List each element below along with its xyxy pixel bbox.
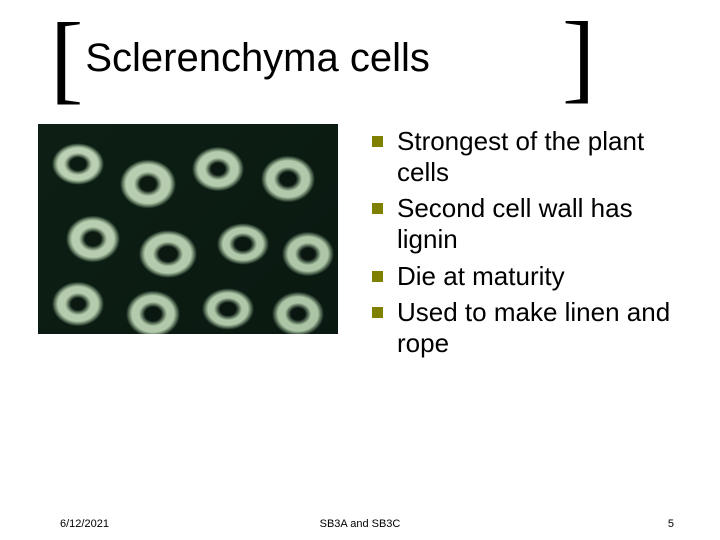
footer-page-number: 5 <box>668 518 674 530</box>
footer-center: SB3A and SB3C <box>320 518 401 530</box>
slide: [ Sclerenchyma cells ] Strongest of the … <box>0 0 720 540</box>
footer-date: 6/12/2021 <box>60 518 109 530</box>
bullet-text: Die at maturity <box>397 261 565 292</box>
microscopy-image <box>38 124 338 334</box>
list-item: Second cell wall has lignin <box>372 193 680 254</box>
list-item: Used to make linen and rope <box>372 297 680 358</box>
list-item: Die at maturity <box>372 261 680 292</box>
bracket-right-icon: ] <box>562 27 595 87</box>
square-bullet-icon <box>372 136 383 147</box>
square-bullet-icon <box>372 203 383 214</box>
bracket-left-icon: [ <box>50 28 83 88</box>
bullet-list: Strongest of the plant cells Second cell… <box>372 124 680 365</box>
bullet-text: Second cell wall has lignin <box>397 193 680 254</box>
square-bullet-icon <box>372 307 383 318</box>
slide-title: Sclerenchyma cells <box>83 36 432 81</box>
content-row: Strongest of the plant cells Second cell… <box>40 124 680 365</box>
bullet-text: Used to make linen and rope <box>397 297 680 358</box>
square-bullet-icon <box>372 271 383 282</box>
list-item: Strongest of the plant cells <box>372 126 680 187</box>
bullet-text: Strongest of the plant cells <box>397 126 680 187</box>
